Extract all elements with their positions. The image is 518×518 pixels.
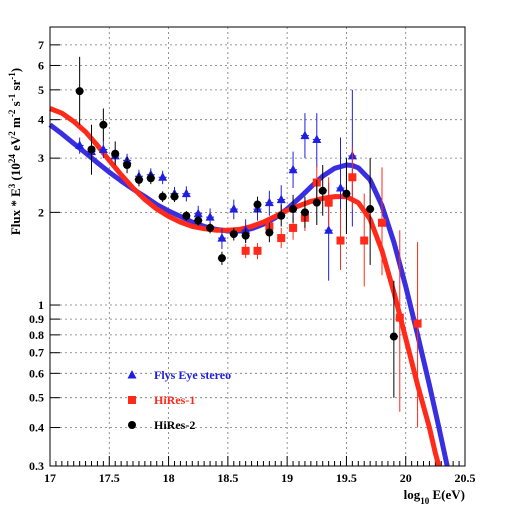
x-tick-label: 20: [400, 471, 412, 485]
data-point: [395, 313, 404, 322]
data-point: [342, 189, 351, 198]
data-point: [206, 223, 215, 232]
data-point: [276, 194, 286, 204]
y-tick-label: 0.3: [29, 459, 44, 473]
data-point: [324, 225, 334, 234]
series-hires-2: [75, 56, 398, 398]
y-tick-label: 0.6: [29, 366, 44, 380]
y-tick-label: 6: [38, 58, 44, 72]
data-point: [87, 145, 96, 154]
y-tick-label: 3: [38, 151, 44, 165]
data-point: [170, 192, 179, 201]
data-point: [182, 211, 191, 220]
data-point: [194, 216, 203, 225]
data-point: [217, 254, 226, 263]
data-point: [111, 149, 120, 158]
data-point: [241, 231, 250, 240]
data-point: [318, 186, 327, 195]
y-tick-label: 1: [38, 298, 44, 312]
x-tick-label: 18.5: [217, 471, 238, 485]
axis-ticks: 17 17.5 18 18.5 19 19.5 20 20.50.30.40.50.60.70…: [29, 38, 476, 485]
data-point: [300, 130, 310, 140]
data-point: [253, 246, 262, 255]
legend-marker: [128, 421, 136, 429]
data-point: [99, 120, 108, 129]
data-point: [378, 218, 386, 227]
x-tick-label: 19.5: [336, 471, 357, 485]
y-tick-label: 0.8: [29, 328, 44, 342]
data-point: [193, 208, 203, 218]
x-tick-label: 17.5: [99, 471, 120, 485]
data-point: [324, 198, 333, 207]
data-point: [277, 211, 286, 220]
y-tick-label: 0.5: [29, 391, 44, 405]
data-point: [336, 236, 345, 245]
legend-marker: [127, 370, 137, 379]
x-tick-label: 17: [44, 471, 56, 485]
data-point: [336, 182, 345, 192]
data-point: [300, 208, 309, 217]
y-tick-label: 0.7: [29, 346, 44, 360]
data-point: [134, 175, 143, 184]
fit-curve: [48, 122, 450, 467]
data-point: [389, 332, 398, 341]
data-point: [312, 198, 321, 207]
y-tick-label: 0.9: [29, 312, 44, 326]
data-point: [289, 205, 298, 214]
data-point: [205, 212, 215, 221]
data-point: [264, 197, 274, 207]
data-point: [348, 173, 357, 182]
x-axis-label: log10 E(eV): [404, 487, 465, 506]
data-point: [158, 192, 167, 201]
data-point: [413, 319, 422, 328]
data-point: [146, 174, 155, 183]
y-tick-label: 4: [38, 113, 44, 127]
data-point: [158, 172, 168, 181]
fit-curves: [48, 106, 450, 467]
legend-label: HiRes-2: [154, 418, 195, 432]
data-point: [288, 164, 298, 174]
legend: Flys Eye stereo HiRes-1 HiRes-2: [127, 368, 231, 432]
data-point: [253, 200, 262, 209]
data-point: [75, 140, 85, 149]
data-point: [217, 233, 227, 242]
data-point: [123, 160, 132, 169]
data-point: [360, 236, 369, 245]
x-tick-label: 20.5: [455, 471, 476, 485]
data-point: [312, 134, 322, 143]
legend-marker: [128, 396, 136, 404]
data-point: [277, 234, 286, 243]
x-tick-label: 19: [281, 471, 293, 485]
y-axis-label: Flux * E3 (1024 eV2 m-2 s-1 sr-1): [7, 68, 23, 235]
plot-frame: [49, 26, 466, 467]
fit-curve: [49, 106, 442, 467]
legend-label: Flys Eye stereo: [154, 368, 231, 382]
data-point: [181, 188, 191, 198]
legend-label: HiRes-1: [154, 393, 195, 407]
data-point: [75, 87, 84, 96]
data-point: [289, 223, 298, 232]
y-tick-label: 7: [38, 38, 44, 52]
data-point: [98, 144, 108, 154]
data-point: [229, 204, 239, 213]
data-points: [75, 56, 422, 428]
y-tick-label: 2: [38, 205, 44, 219]
y-tick-label: 0.4: [29, 421, 44, 435]
data-point: [265, 228, 274, 237]
y-tick-label: 5: [38, 83, 44, 97]
data-point: [241, 246, 250, 255]
data-point: [366, 205, 375, 214]
x-tick-label: 18: [163, 471, 175, 485]
data-point: [229, 230, 238, 239]
